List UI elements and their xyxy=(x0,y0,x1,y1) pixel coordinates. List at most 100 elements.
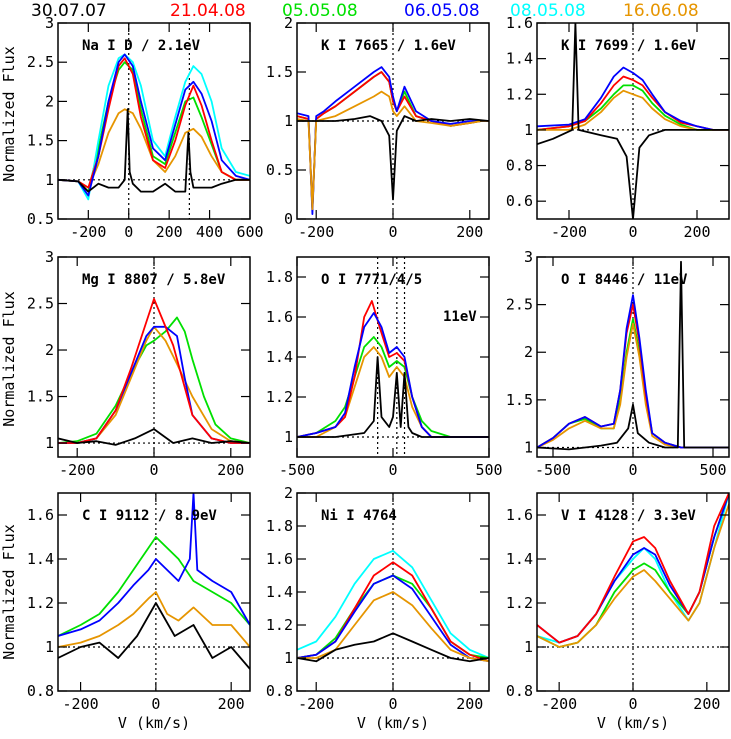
series-line-1 xyxy=(58,536,250,637)
series-line-4 xyxy=(297,574,489,663)
y-tick-label: 1.2 xyxy=(266,388,293,406)
plot-area xyxy=(58,23,250,219)
x-tick-label: -500 xyxy=(279,461,315,479)
y-tick-label: 0 xyxy=(284,210,293,228)
series-line-1 xyxy=(58,316,250,444)
y-tick-label: 1.2 xyxy=(27,594,54,612)
x-axis-label-col2: V (km/s) xyxy=(357,714,429,732)
y-tick-label: 1 xyxy=(524,121,533,139)
x-tick-label: 0 xyxy=(628,461,637,479)
x-tick-label: 0 xyxy=(149,461,158,479)
plot-area xyxy=(297,23,489,219)
x-tick-label: 0 xyxy=(388,695,397,713)
legend-date-4: 06.05.08 xyxy=(404,1,480,21)
y-tick-label: 1.4 xyxy=(506,550,533,568)
series-line-1 xyxy=(58,61,250,193)
x-tick-label: 0 xyxy=(151,695,160,713)
y-tick-label: 0.8 xyxy=(506,682,533,700)
y-tick-label: 1.2 xyxy=(506,594,533,612)
y-tick-label: 0.8 xyxy=(506,157,533,175)
panel-4: -200 0 200 1 1.5 2 2.5 3 Mg I 8807 / 5.8eV xyxy=(27,248,251,479)
series-line-3 xyxy=(58,493,250,637)
legend-date-3: 05.05.08 xyxy=(282,1,358,21)
y-tick-label: 1.6 xyxy=(266,550,293,568)
y-tick-label: 2.5 xyxy=(27,53,54,71)
y-tick-label: 1 xyxy=(524,638,533,656)
x-tick-label: 600 xyxy=(236,223,263,241)
series-line-5 xyxy=(297,591,489,663)
y-tick-label: 1 xyxy=(284,112,293,130)
y-tick-label: 1.5 xyxy=(27,388,54,406)
x-tick-label: 400 xyxy=(196,223,223,241)
panel-frame xyxy=(57,492,251,692)
y-tick-label: 1.8 xyxy=(266,517,293,535)
y-tick-label: 1.5 xyxy=(506,391,533,409)
x-axis-label-col1: V (km/s) xyxy=(118,714,190,732)
panel-1: -200 0 200 400 600 0.5 1 1.5 2 2.5 3 Na I D / 2.1eV xyxy=(27,14,264,241)
panel-title: K I 7699 / 1.6eV xyxy=(561,38,696,54)
y-tick-label: 1.5 xyxy=(266,63,293,81)
panel-title: C I 9112 / 8.9eV xyxy=(82,508,217,524)
panel-5: -500 0 500 1 1.2 1.4 1.6 1.8 O I 7771/4/5 11eV xyxy=(266,256,503,479)
y-tick-label: 3 xyxy=(45,248,54,266)
x-tick-label: 200 xyxy=(218,695,245,713)
series-line-2 xyxy=(58,591,250,648)
panel-annotation: 11eV xyxy=(443,309,477,325)
panel-title: Ni I 4764 xyxy=(321,508,397,524)
panel-title: Na I D / 2.1eV xyxy=(82,38,201,54)
y-tick-label: 1 xyxy=(284,649,293,667)
y-tick-label: 1.6 xyxy=(506,14,533,32)
y-tick-label: 1 xyxy=(45,434,54,452)
y-axis-label-row2: Normalized Flux xyxy=(0,291,18,426)
x-tick-label: -200 xyxy=(59,461,95,479)
x-tick-label: -200 xyxy=(551,223,587,241)
series-line-5 xyxy=(58,53,250,197)
y-tick-label: 0.5 xyxy=(266,161,293,179)
series-line-4 xyxy=(58,57,250,189)
panel-title: Mg I 8807 / 5.8eV xyxy=(82,272,226,288)
x-tick-label: 200 xyxy=(156,223,183,241)
x-tick-label: 200 xyxy=(456,223,483,241)
plot-area xyxy=(58,257,250,457)
series-line-6 xyxy=(297,632,489,663)
y-tick-label: 2 xyxy=(45,92,54,110)
series-line-2 xyxy=(297,346,489,438)
x-tick-label: 200 xyxy=(683,223,710,241)
plot-area xyxy=(297,493,489,691)
y-tick-label: 1.2 xyxy=(506,85,533,103)
x-tick-label: 0 xyxy=(124,223,133,241)
x-tick-label: 0 xyxy=(388,223,397,241)
x-tick-label: 500 xyxy=(475,461,502,479)
legend-date-1: 30.07.07 xyxy=(31,1,107,21)
x-tick-label: -200 xyxy=(63,695,99,713)
y-tick-label: 0.6 xyxy=(506,192,533,210)
series-line-3 xyxy=(297,66,489,216)
series-line-5 xyxy=(537,493,729,644)
x-tick-label: -200 xyxy=(70,223,106,241)
x-tick-label: -200 xyxy=(298,695,334,713)
x-tick-label: 500 xyxy=(699,461,726,479)
y-tick-label: 0.8 xyxy=(27,682,54,700)
legend-dates: 30.07.07 21.04.08 05.05.08 06.05.08 08.0… xyxy=(0,0,731,22)
y-tick-label: 0.5 xyxy=(27,210,54,228)
plot-area xyxy=(58,493,250,691)
y-tick-label: 1.4 xyxy=(27,550,54,568)
panel-title: K I 7665 / 1.6eV xyxy=(321,38,456,54)
panel-7: -200 0 200 0.8 1 1.2 1.4 1.6 C I 9112 / 8.9eV xyxy=(27,492,251,713)
series-line-2 xyxy=(58,53,250,201)
series-line-5 xyxy=(297,356,489,438)
series-line-3 xyxy=(537,503,729,648)
y-tick-label: 3 xyxy=(524,248,533,266)
legend-date-6: 16.06.08 xyxy=(623,1,699,21)
panel-6: -500 0 500 1 1.5 2 2.5 3 O I 8446 / 11eV xyxy=(506,248,730,479)
y-tick-label: 1 xyxy=(524,438,533,456)
x-tick-label: 0 xyxy=(628,695,637,713)
x-tick-label: 200 xyxy=(217,461,244,479)
series-line-3 xyxy=(58,325,250,444)
plot-area xyxy=(537,23,729,219)
y-tick-label: 1.6 xyxy=(506,506,533,524)
y-tick-label: 1.4 xyxy=(506,50,533,68)
y-tick-label: 2 xyxy=(284,14,293,32)
y-tick-label: 1 xyxy=(45,171,54,189)
y-tick-label: 2.5 xyxy=(27,295,54,313)
